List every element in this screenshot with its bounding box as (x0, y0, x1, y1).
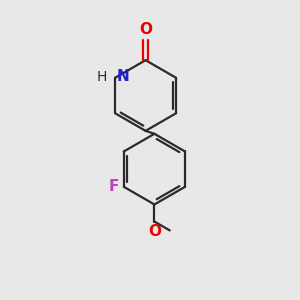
Text: H: H (96, 70, 107, 84)
Text: F: F (108, 179, 119, 194)
Text: O: O (139, 22, 152, 37)
Text: N: N (116, 69, 129, 84)
Text: O: O (148, 224, 161, 238)
